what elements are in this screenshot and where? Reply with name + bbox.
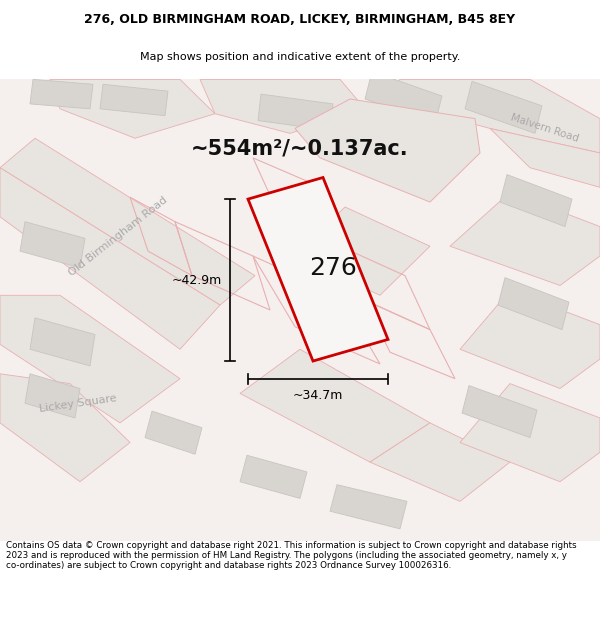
- Text: Lickey Square: Lickey Square: [38, 393, 118, 414]
- Polygon shape: [380, 79, 600, 153]
- Polygon shape: [490, 129, 600, 188]
- Text: Old Birmingham Road: Old Birmingham Road: [67, 195, 169, 278]
- Polygon shape: [248, 177, 388, 361]
- Polygon shape: [295, 99, 480, 202]
- Text: ~34.7m: ~34.7m: [293, 389, 343, 401]
- Polygon shape: [0, 295, 180, 423]
- Polygon shape: [20, 222, 85, 268]
- Polygon shape: [258, 94, 333, 131]
- Polygon shape: [0, 168, 220, 349]
- Polygon shape: [295, 207, 430, 295]
- Polygon shape: [450, 192, 600, 286]
- Polygon shape: [100, 84, 168, 116]
- Polygon shape: [200, 79, 365, 133]
- Polygon shape: [50, 79, 215, 138]
- Polygon shape: [462, 386, 537, 438]
- Polygon shape: [498, 278, 569, 329]
- Polygon shape: [460, 291, 600, 389]
- Polygon shape: [460, 384, 600, 482]
- Text: ~42.9m: ~42.9m: [172, 274, 222, 287]
- Polygon shape: [145, 411, 202, 454]
- Polygon shape: [240, 349, 430, 462]
- Text: 276, OLD BIRMINGHAM ROAD, LICKEY, BIRMINGHAM, B45 8EY: 276, OLD BIRMINGHAM ROAD, LICKEY, BIRMIN…: [85, 13, 515, 26]
- Polygon shape: [30, 318, 95, 366]
- Polygon shape: [500, 174, 572, 227]
- Text: Malvern Road: Malvern Road: [510, 112, 580, 144]
- Polygon shape: [25, 374, 80, 418]
- Text: Map shows position and indicative extent of the property.: Map shows position and indicative extent…: [140, 52, 460, 62]
- Polygon shape: [0, 79, 600, 541]
- Text: Contains OS data © Crown copyright and database right 2021. This information is : Contains OS data © Crown copyright and d…: [6, 541, 577, 571]
- Polygon shape: [240, 455, 307, 498]
- Polygon shape: [0, 374, 130, 482]
- Polygon shape: [30, 79, 93, 109]
- Text: ~554m²/~0.137ac.: ~554m²/~0.137ac.: [191, 138, 409, 158]
- Polygon shape: [370, 423, 510, 501]
- Polygon shape: [0, 138, 255, 305]
- Polygon shape: [465, 81, 542, 133]
- Polygon shape: [330, 484, 407, 529]
- Polygon shape: [365, 71, 442, 124]
- Text: 276: 276: [309, 256, 357, 280]
